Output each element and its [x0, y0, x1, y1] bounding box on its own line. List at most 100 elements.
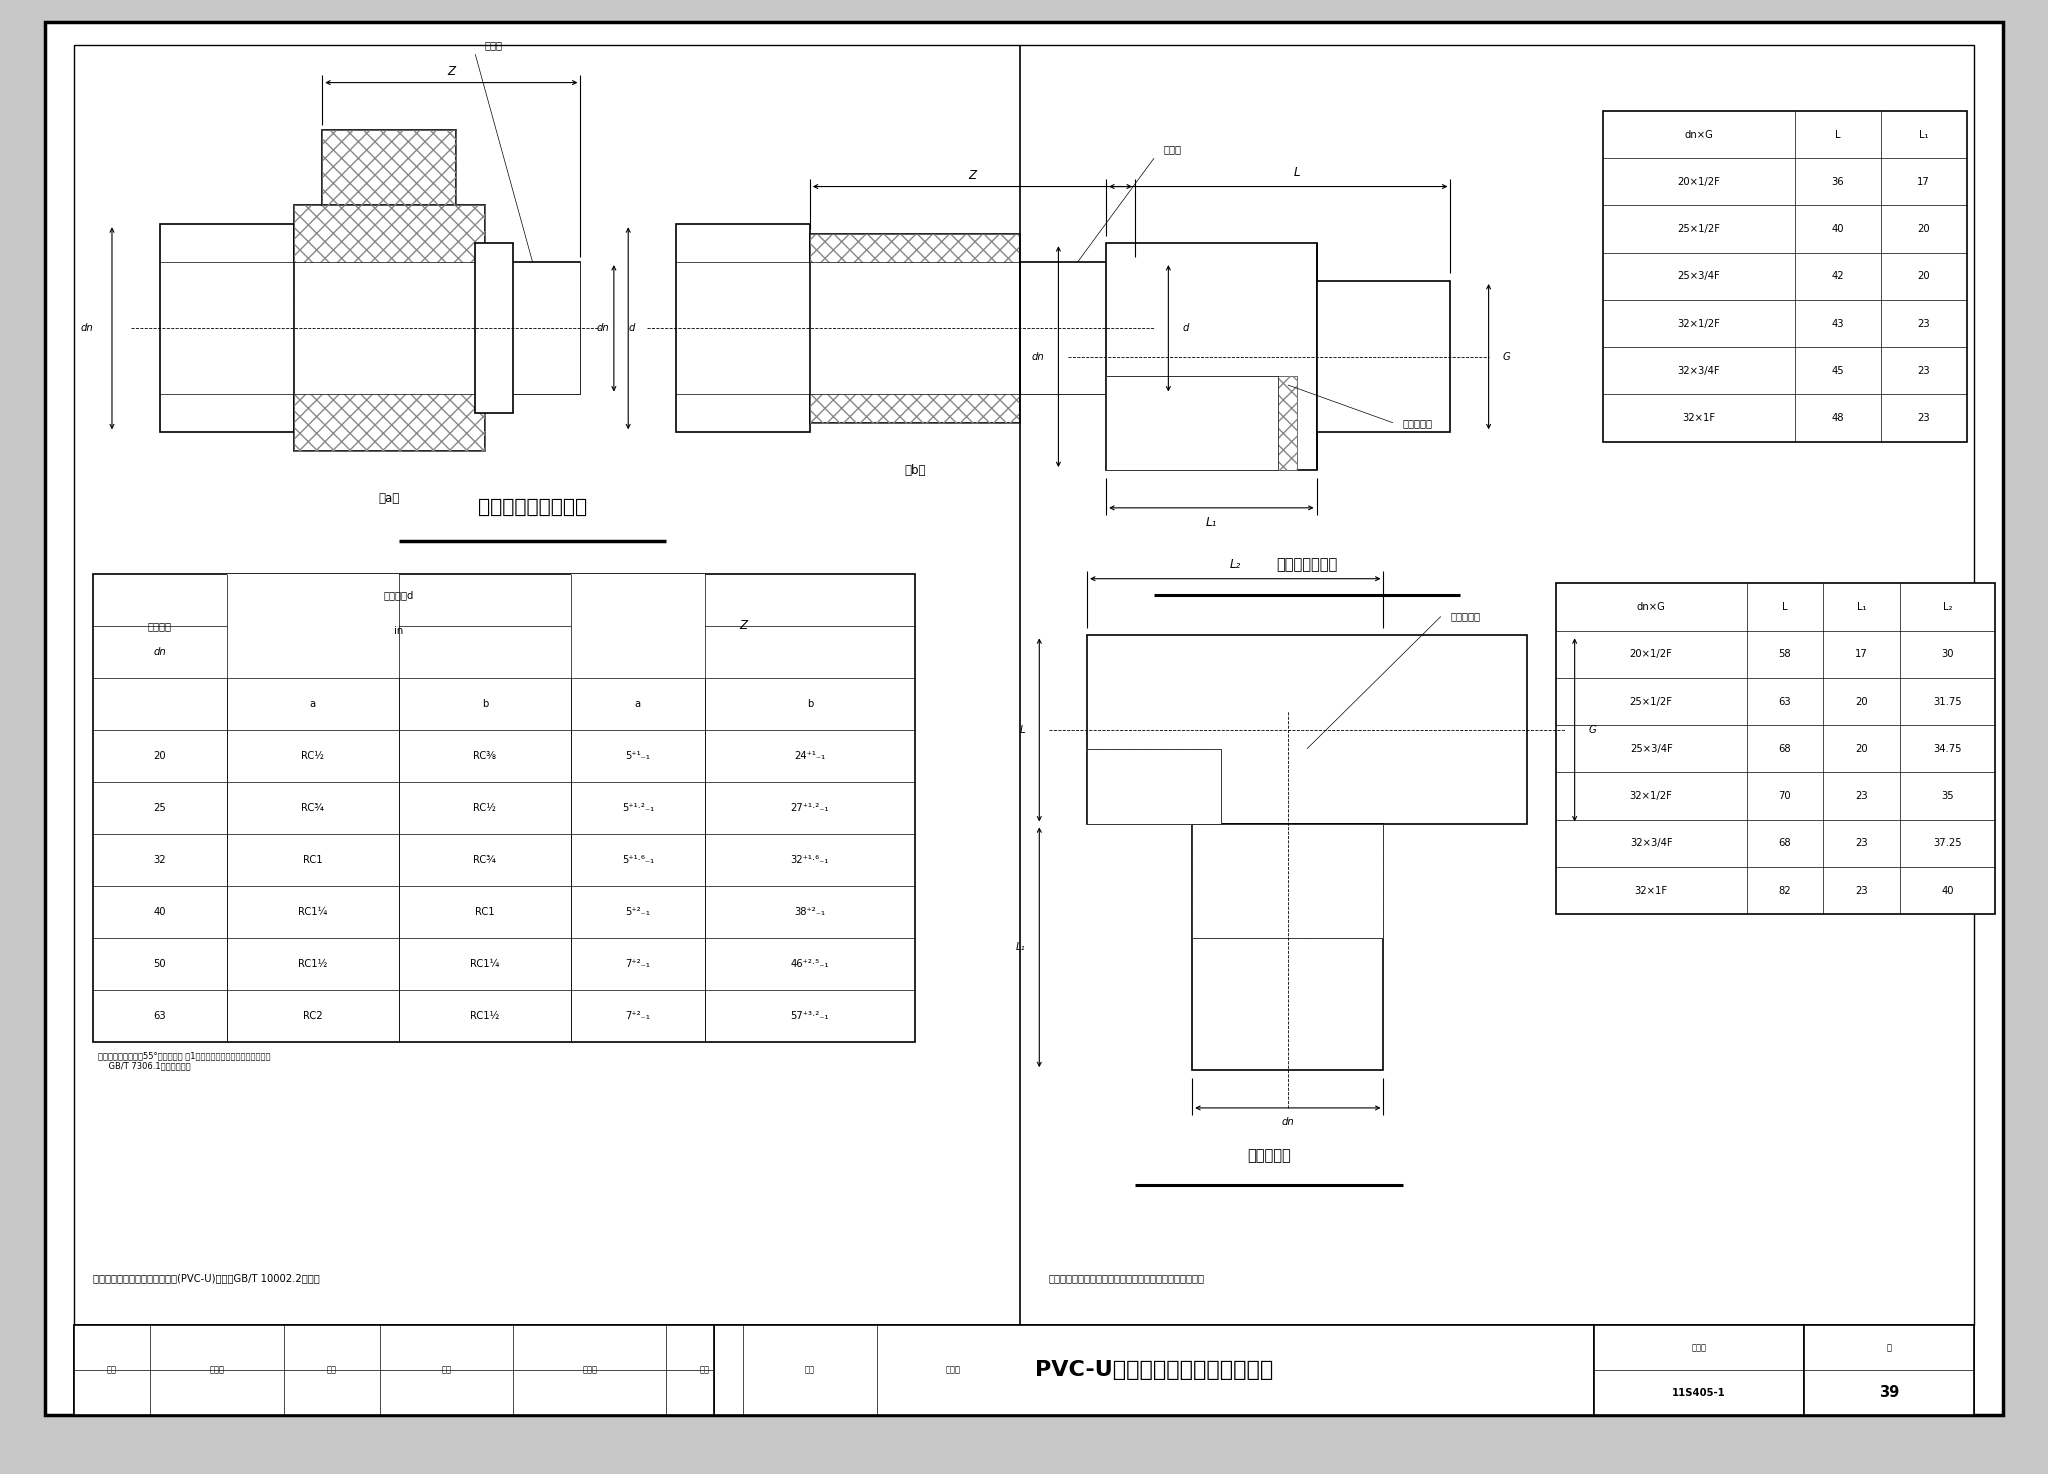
Bar — [809, 234, 1020, 423]
Bar — [1106, 376, 1278, 470]
Text: RC¾: RC¾ — [301, 803, 324, 812]
Bar — [1106, 243, 1317, 470]
Bar — [485, 262, 580, 395]
Text: 23: 23 — [1855, 839, 1868, 849]
Text: 5⁺¹·⁶₋₁: 5⁺¹·⁶₋₁ — [623, 855, 653, 865]
Text: 曲申百: 曲申百 — [209, 1365, 225, 1375]
Bar — [92, 573, 915, 1042]
Text: 70: 70 — [1778, 792, 1792, 800]
Text: RC½: RC½ — [473, 803, 496, 812]
Text: Z: Z — [969, 168, 977, 181]
Text: 铜内丝异径直通: 铜内丝异径直通 — [1276, 557, 1337, 572]
Text: 11S405-1: 11S405-1 — [1671, 1387, 1726, 1397]
Text: 24⁺¹₋₁: 24⁺¹₋₁ — [795, 750, 825, 761]
Bar — [1020, 262, 1135, 395]
Text: 25×1/2F: 25×1/2F — [1677, 224, 1720, 234]
Text: 25×1/2F: 25×1/2F — [1630, 697, 1673, 706]
Text: 20: 20 — [1917, 224, 1929, 234]
Text: 25×3/4F: 25×3/4F — [1677, 271, 1720, 282]
Text: 68: 68 — [1778, 744, 1792, 753]
Bar — [1317, 282, 1450, 432]
Text: 注：本图根据联塑科技实业有限公司提供的技术资料编制。: 注：本图根据联塑科技实业有限公司提供的技术资料编制。 — [1049, 1274, 1204, 1282]
Text: 23: 23 — [1917, 318, 1929, 329]
Text: RC1: RC1 — [303, 855, 322, 865]
Text: RC⅜: RC⅜ — [473, 750, 496, 761]
Text: 铜内丝三通: 铜内丝三通 — [1247, 1148, 1290, 1163]
Text: 17: 17 — [1917, 177, 1929, 187]
Text: 坤面: 坤面 — [328, 1365, 336, 1375]
Text: 17: 17 — [1855, 650, 1868, 659]
Text: b: b — [807, 699, 813, 709]
Text: RC1¼: RC1¼ — [471, 958, 500, 968]
Text: RC1: RC1 — [475, 907, 496, 917]
Text: 粘结和内螺纹变接头: 粘结和内螺纹变接头 — [477, 498, 588, 517]
Text: RC1½: RC1½ — [471, 1011, 500, 1021]
Bar — [475, 243, 514, 413]
Text: 39: 39 — [1880, 1386, 1898, 1400]
Bar — [809, 262, 1020, 395]
Text: 注：螺纹尺寸符合《55°密封管螺纹 第1部分：圆柱内螺纹与圆锥外螺纹》
    GB/T 7306.1的有关规定。: 注：螺纹尺寸符合《55°密封管螺纹 第1部分：圆柱内螺纹与圆锥外螺纹》 GB/T… — [98, 1051, 270, 1070]
Bar — [1192, 824, 1384, 937]
Text: 32×1F: 32×1F — [1634, 886, 1667, 896]
Text: 20×1/2F: 20×1/2F — [1630, 650, 1673, 659]
Bar — [1604, 111, 1966, 442]
Text: 校对: 校对 — [442, 1365, 451, 1375]
Text: 5⁺¹₋₁: 5⁺¹₋₁ — [625, 750, 649, 761]
Text: 嵌入铜内丝: 嵌入铜内丝 — [1403, 417, 1432, 427]
Text: 46⁺²·⁵₋₁: 46⁺²·⁵₋₁ — [791, 958, 829, 968]
Text: 审核: 审核 — [106, 1365, 117, 1375]
Bar — [74, 1325, 1974, 1415]
Text: 20: 20 — [154, 750, 166, 761]
Text: L₂: L₂ — [1944, 601, 1952, 612]
Text: （b）: （b） — [905, 463, 926, 476]
Text: RC¾: RC¾ — [473, 855, 496, 865]
Bar — [1192, 824, 1384, 937]
Text: 页: 页 — [1886, 1343, 1892, 1352]
Text: 37.25: 37.25 — [1933, 839, 1962, 849]
Bar — [293, 262, 485, 395]
Text: 23: 23 — [1855, 886, 1868, 896]
Text: dn×G: dn×G — [1636, 601, 1665, 612]
Text: G: G — [1589, 725, 1597, 736]
Bar — [1593, 1325, 1804, 1415]
Text: 公称外径: 公称外径 — [147, 621, 172, 631]
Text: L: L — [1782, 601, 1788, 612]
Bar — [809, 234, 1020, 423]
Text: G: G — [1503, 352, 1511, 361]
Text: （a）: （a） — [379, 492, 399, 506]
Text: Z: Z — [739, 619, 748, 632]
Text: Z: Z — [446, 65, 455, 78]
Text: 陈永青: 陈永青 — [582, 1365, 598, 1375]
Text: 40: 40 — [1831, 224, 1843, 234]
Text: 31.75: 31.75 — [1933, 697, 1962, 706]
Text: 32×3/4F: 32×3/4F — [1677, 366, 1720, 376]
Text: a: a — [635, 699, 641, 709]
Text: 58: 58 — [1778, 650, 1792, 659]
Text: 36: 36 — [1831, 177, 1843, 187]
Text: 32×1/2F: 32×1/2F — [1630, 792, 1673, 800]
Text: 吴贤华: 吴贤华 — [946, 1365, 961, 1375]
Text: 5⁺²₋₁: 5⁺²₋₁ — [625, 907, 649, 917]
Text: L₁: L₁ — [1919, 130, 1929, 140]
Text: 32×3/4F: 32×3/4F — [1630, 839, 1673, 849]
Text: 63: 63 — [1778, 697, 1792, 706]
Text: dn: dn — [1282, 1117, 1294, 1128]
Text: 32×1/2F: 32×1/2F — [1677, 318, 1720, 329]
Text: 40: 40 — [154, 907, 166, 917]
Bar — [1087, 749, 1221, 824]
Text: 20: 20 — [1855, 744, 1868, 753]
Text: 68: 68 — [1778, 839, 1792, 849]
Bar — [160, 224, 293, 432]
Bar — [1087, 749, 1221, 824]
Text: 57⁺³·²₋₁: 57⁺³·²₋₁ — [791, 1011, 829, 1021]
Bar — [1087, 635, 1528, 824]
Bar — [1106, 376, 1278, 470]
Text: 34.75: 34.75 — [1933, 744, 1962, 753]
Text: 35: 35 — [1942, 792, 1954, 800]
Text: 32⁺¹·⁶₋₁: 32⁺¹·⁶₋₁ — [791, 855, 829, 865]
Text: L: L — [1835, 130, 1841, 140]
Text: 50: 50 — [154, 958, 166, 968]
Text: 图集号: 图集号 — [1692, 1343, 1706, 1352]
Text: RC½: RC½ — [301, 750, 324, 761]
Text: L₁: L₁ — [1858, 601, 1866, 612]
